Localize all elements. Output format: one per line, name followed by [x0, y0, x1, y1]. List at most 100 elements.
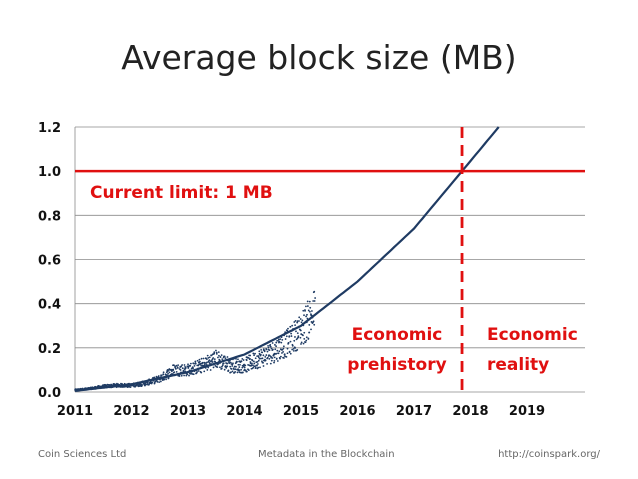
- data-point: [289, 325, 292, 328]
- data-point: [171, 370, 173, 373]
- data-point: [277, 352, 280, 355]
- data-point: [281, 352, 283, 354]
- data-point: [212, 366, 215, 369]
- data-point: [257, 356, 260, 359]
- data-point: [173, 371, 176, 374]
- data-point: [305, 315, 307, 318]
- data-point: [265, 348, 268, 351]
- y-tick-label: 1.0: [38, 165, 61, 180]
- x-tick-label: 2014: [226, 404, 262, 419]
- data-point: [280, 341, 283, 344]
- data-point: [275, 345, 278, 348]
- data-point: [283, 357, 285, 359]
- data-point: [251, 359, 254, 362]
- data-point: [312, 320, 315, 323]
- data-point: [197, 370, 200, 372]
- data-point: [162, 371, 165, 374]
- data-point: [293, 339, 296, 342]
- data-point: [200, 371, 203, 374]
- data-point: [239, 371, 242, 374]
- data-point: [302, 309, 305, 312]
- data-point: [303, 331, 306, 334]
- data-point: [190, 372, 193, 374]
- data-point: [298, 316, 301, 319]
- data-point: [245, 359, 248, 362]
- data-point: [300, 343, 302, 345]
- data-point: [256, 364, 258, 367]
- data-point: [151, 381, 154, 384]
- data-point: [181, 364, 184, 366]
- x-tick-label: 2019: [509, 404, 545, 419]
- footer-title: Metadata in the Blockchain: [258, 449, 395, 460]
- data-point: [262, 365, 265, 367]
- data-point: [241, 366, 244, 369]
- data-point: [180, 374, 183, 377]
- data-point: [244, 364, 247, 367]
- data-point: [306, 313, 308, 316]
- data-point: [286, 329, 289, 332]
- data-point: [247, 357, 250, 359]
- data-point: [290, 332, 293, 335]
- data-point: [270, 359, 273, 362]
- data-point: [231, 370, 234, 373]
- data-point: [200, 364, 203, 367]
- data-point: [269, 343, 272, 346]
- data-point: [267, 346, 270, 349]
- data-point: [194, 361, 197, 363]
- data-point: [215, 351, 218, 354]
- data-point: [268, 357, 271, 360]
- data-point: [274, 343, 276, 346]
- data-point: [210, 354, 213, 357]
- data-point: [224, 357, 227, 360]
- data-point: [269, 362, 272, 365]
- data-point: [309, 310, 311, 313]
- data-point: [297, 335, 300, 338]
- data-point: [163, 378, 166, 381]
- data-point: [207, 356, 210, 359]
- x-tick-label: 2018: [452, 404, 488, 419]
- annotation-label: prehistory: [347, 355, 446, 375]
- annotation-label: reality: [487, 355, 549, 375]
- data-point: [287, 327, 289, 330]
- data-point: [305, 339, 308, 342]
- data-point: [271, 357, 274, 359]
- data-point: [196, 359, 199, 362]
- data-point: [276, 339, 279, 342]
- data-point: [249, 358, 251, 360]
- data-point: [279, 355, 282, 358]
- data-point: [254, 366, 257, 369]
- data-point: [198, 358, 201, 361]
- data-point: [225, 366, 228, 369]
- data-point: [274, 348, 277, 351]
- data-point: [146, 383, 149, 386]
- data-point: [219, 366, 221, 369]
- data-point: [232, 362, 234, 365]
- data-point: [221, 364, 224, 367]
- data-point: [311, 310, 313, 312]
- data-point: [198, 360, 201, 363]
- data-point: [260, 348, 263, 351]
- data-point: [296, 320, 299, 323]
- data-point: [291, 344, 294, 347]
- data-point: [236, 371, 239, 374]
- data-point: [165, 378, 167, 381]
- data-point: [267, 344, 269, 347]
- data-point: [226, 365, 229, 368]
- data-point: [301, 319, 304, 322]
- data-point: [223, 368, 226, 371]
- data-point: [249, 362, 252, 365]
- data-point: [159, 380, 162, 383]
- data-point: [294, 347, 297, 349]
- data-point: [285, 355, 288, 358]
- data-point: [312, 300, 315, 302]
- data-point: [160, 374, 163, 377]
- data-point: [168, 371, 171, 374]
- trend-line: [74, 126, 500, 392]
- data-point: [218, 359, 221, 362]
- data-point: [213, 358, 216, 361]
- data-point: [307, 309, 310, 312]
- data-point: [256, 363, 259, 365]
- data-point: [187, 363, 189, 366]
- data-point: [276, 349, 279, 352]
- data-point: [299, 329, 302, 332]
